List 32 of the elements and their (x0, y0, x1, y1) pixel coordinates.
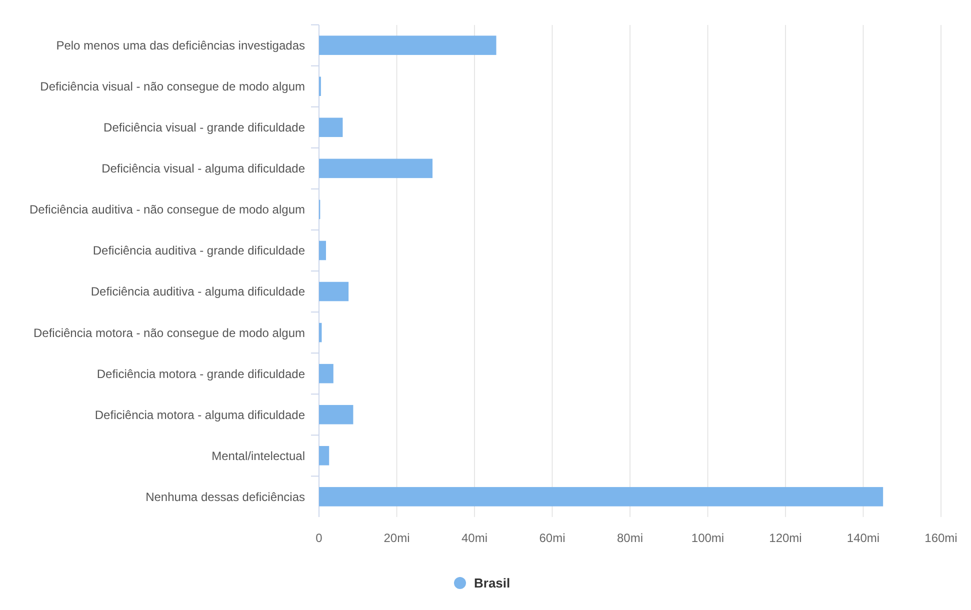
bar (319, 240, 326, 260)
y-tick-label: Deficiência motora - alguma dificuldade (94, 408, 306, 422)
x-tick-label: 80mi (616, 531, 644, 545)
bar (319, 282, 349, 302)
y-tick-label: Deficiência motora - não consegue de modo algum (34, 326, 305, 340)
x-tick-label: 20mi (384, 531, 410, 545)
y-tick-label: Deficiência visual - alguma dificuldade (102, 162, 306, 176)
x-tick-label: 40mi (461, 531, 488, 545)
x-tick-label: 160mi (924, 531, 958, 545)
bar (319, 364, 334, 384)
legend-label: Brasil (474, 576, 510, 591)
x-tick-label: 0 (316, 531, 323, 545)
x-tick-label: 100mi (691, 531, 724, 545)
bar (319, 446, 330, 466)
y-tick-label: Mental/intelectual (212, 448, 305, 463)
x-tick-label: 60mi (539, 531, 566, 545)
y-tick-label: Deficiência auditiva - alguma dificuldade (90, 284, 306, 299)
bar (319, 158, 433, 178)
bar (319, 36, 496, 55)
y-tick-label: Deficiência auditiva - grande dificuldade (92, 244, 306, 258)
y-tick-label: Deficiência visual - não consegue de modo algum (40, 80, 305, 94)
y-tick-label: Deficiência auditiva - não consegue de modo algum (29, 202, 305, 217)
y-tick-label: Nenhuma dessas deficiências (146, 490, 305, 504)
bar (319, 322, 322, 342)
bar (319, 487, 884, 506)
bar (319, 118, 343, 138)
bar (319, 404, 354, 424)
x-tick-label: 140mi (846, 531, 880, 545)
x-tick-label: 120mi (769, 531, 802, 545)
y-tick-label: Pelo menos uma das deficiências investigadas (56, 38, 305, 53)
y-tick-label: Deficiência visual - grande dificuldade (104, 120, 306, 135)
y-tick-label: Deficiência motora - grande dificuldade (96, 366, 306, 381)
